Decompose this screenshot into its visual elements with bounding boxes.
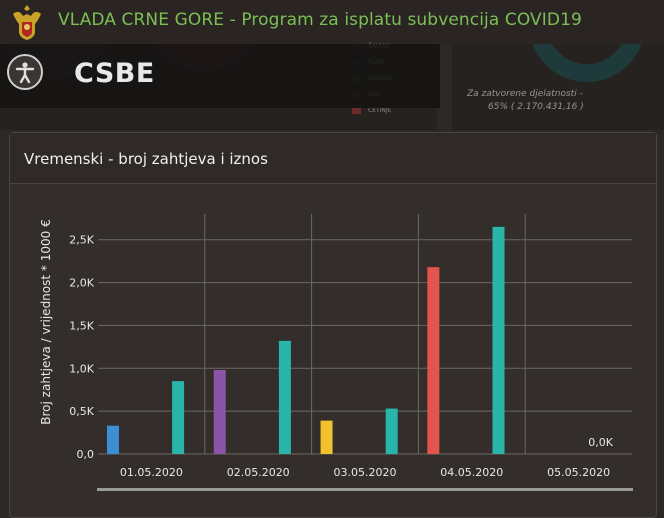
chart-bar[interactable] (320, 420, 333, 454)
x-tick-label: 05.05.2020 (547, 466, 610, 479)
background-legend-label: CETINJE (368, 107, 392, 114)
montenegro-coat-of-arms-icon (13, 5, 41, 40)
background-legend-swatch (352, 108, 361, 114)
chart-bar[interactable] (492, 226, 505, 454)
background-panel-right: Za zatvorene djelatnosti - 65% ( 2.170.4… (452, 44, 664, 130)
background-donut-chart (532, 44, 642, 82)
y-axis-label: Broj zahtjeva / vrijednost * 1000 € (39, 219, 53, 424)
x-tick-label: 03.05.2020 (334, 466, 397, 479)
background-note-value: 65% ( 2.170.431,16 ) (488, 102, 584, 112)
app-title: VLADA CRNE GORE - Program za isplatu sub… (58, 10, 582, 30)
chart-grid (98, 214, 632, 455)
y-tick-label: 0,5K (69, 405, 94, 418)
y-tick-label: 2,5K (69, 234, 94, 247)
x-tick-label: 04.05.2020 (440, 466, 503, 479)
y-tick-label: 1,0K (69, 362, 94, 375)
chart-card: Vremenski - broj zahtjeva i iznos 0,0 0,5… (9, 132, 657, 518)
x-tick-label: 01.05.2020 (120, 466, 183, 479)
background-note: Za zatvorene djelatnosti - (467, 89, 583, 99)
accessibility-icon[interactable] (7, 54, 43, 90)
y-tick-label: 1,5K (69, 319, 94, 332)
y-tick-label: 2,0K (69, 277, 94, 290)
x-tick-label: 02.05.2020 (227, 466, 290, 479)
top-header-bar: VLADA CRNE GORE - Program za isplatu sub… (0, 0, 664, 44)
chart-scrollbar[interactable] (97, 488, 633, 491)
chart-bar[interactable] (172, 381, 185, 454)
time-series-bar-chart: 0,0 0,5K 1,0K 1,5K 2,0K 2,5K 01.05.2020 02.05.2… (39, 214, 633, 491)
chart-bar[interactable] (106, 425, 119, 454)
card-header: Vremenski - broj zahtjeva i iznos (10, 133, 656, 184)
page-header-overlay (0, 44, 440, 108)
card-title: Vremenski - broj zahtjeva i iznos (24, 150, 268, 168)
chart-labels: 0,0 0,5K 1,0K 1,5K 2,0K 2,5K 01.05.2020 02.05.2… (69, 234, 613, 479)
y-tick-label: 0,0 (77, 448, 95, 461)
chart-bar[interactable] (213, 370, 226, 454)
chart-bar[interactable] (278, 340, 291, 454)
chart-bars (106, 226, 505, 454)
data-label: 0,0K (588, 436, 613, 449)
chart-bar[interactable] (427, 267, 440, 454)
chart-bar[interactable] (385, 408, 398, 454)
page-code: CSBE (74, 58, 155, 89)
